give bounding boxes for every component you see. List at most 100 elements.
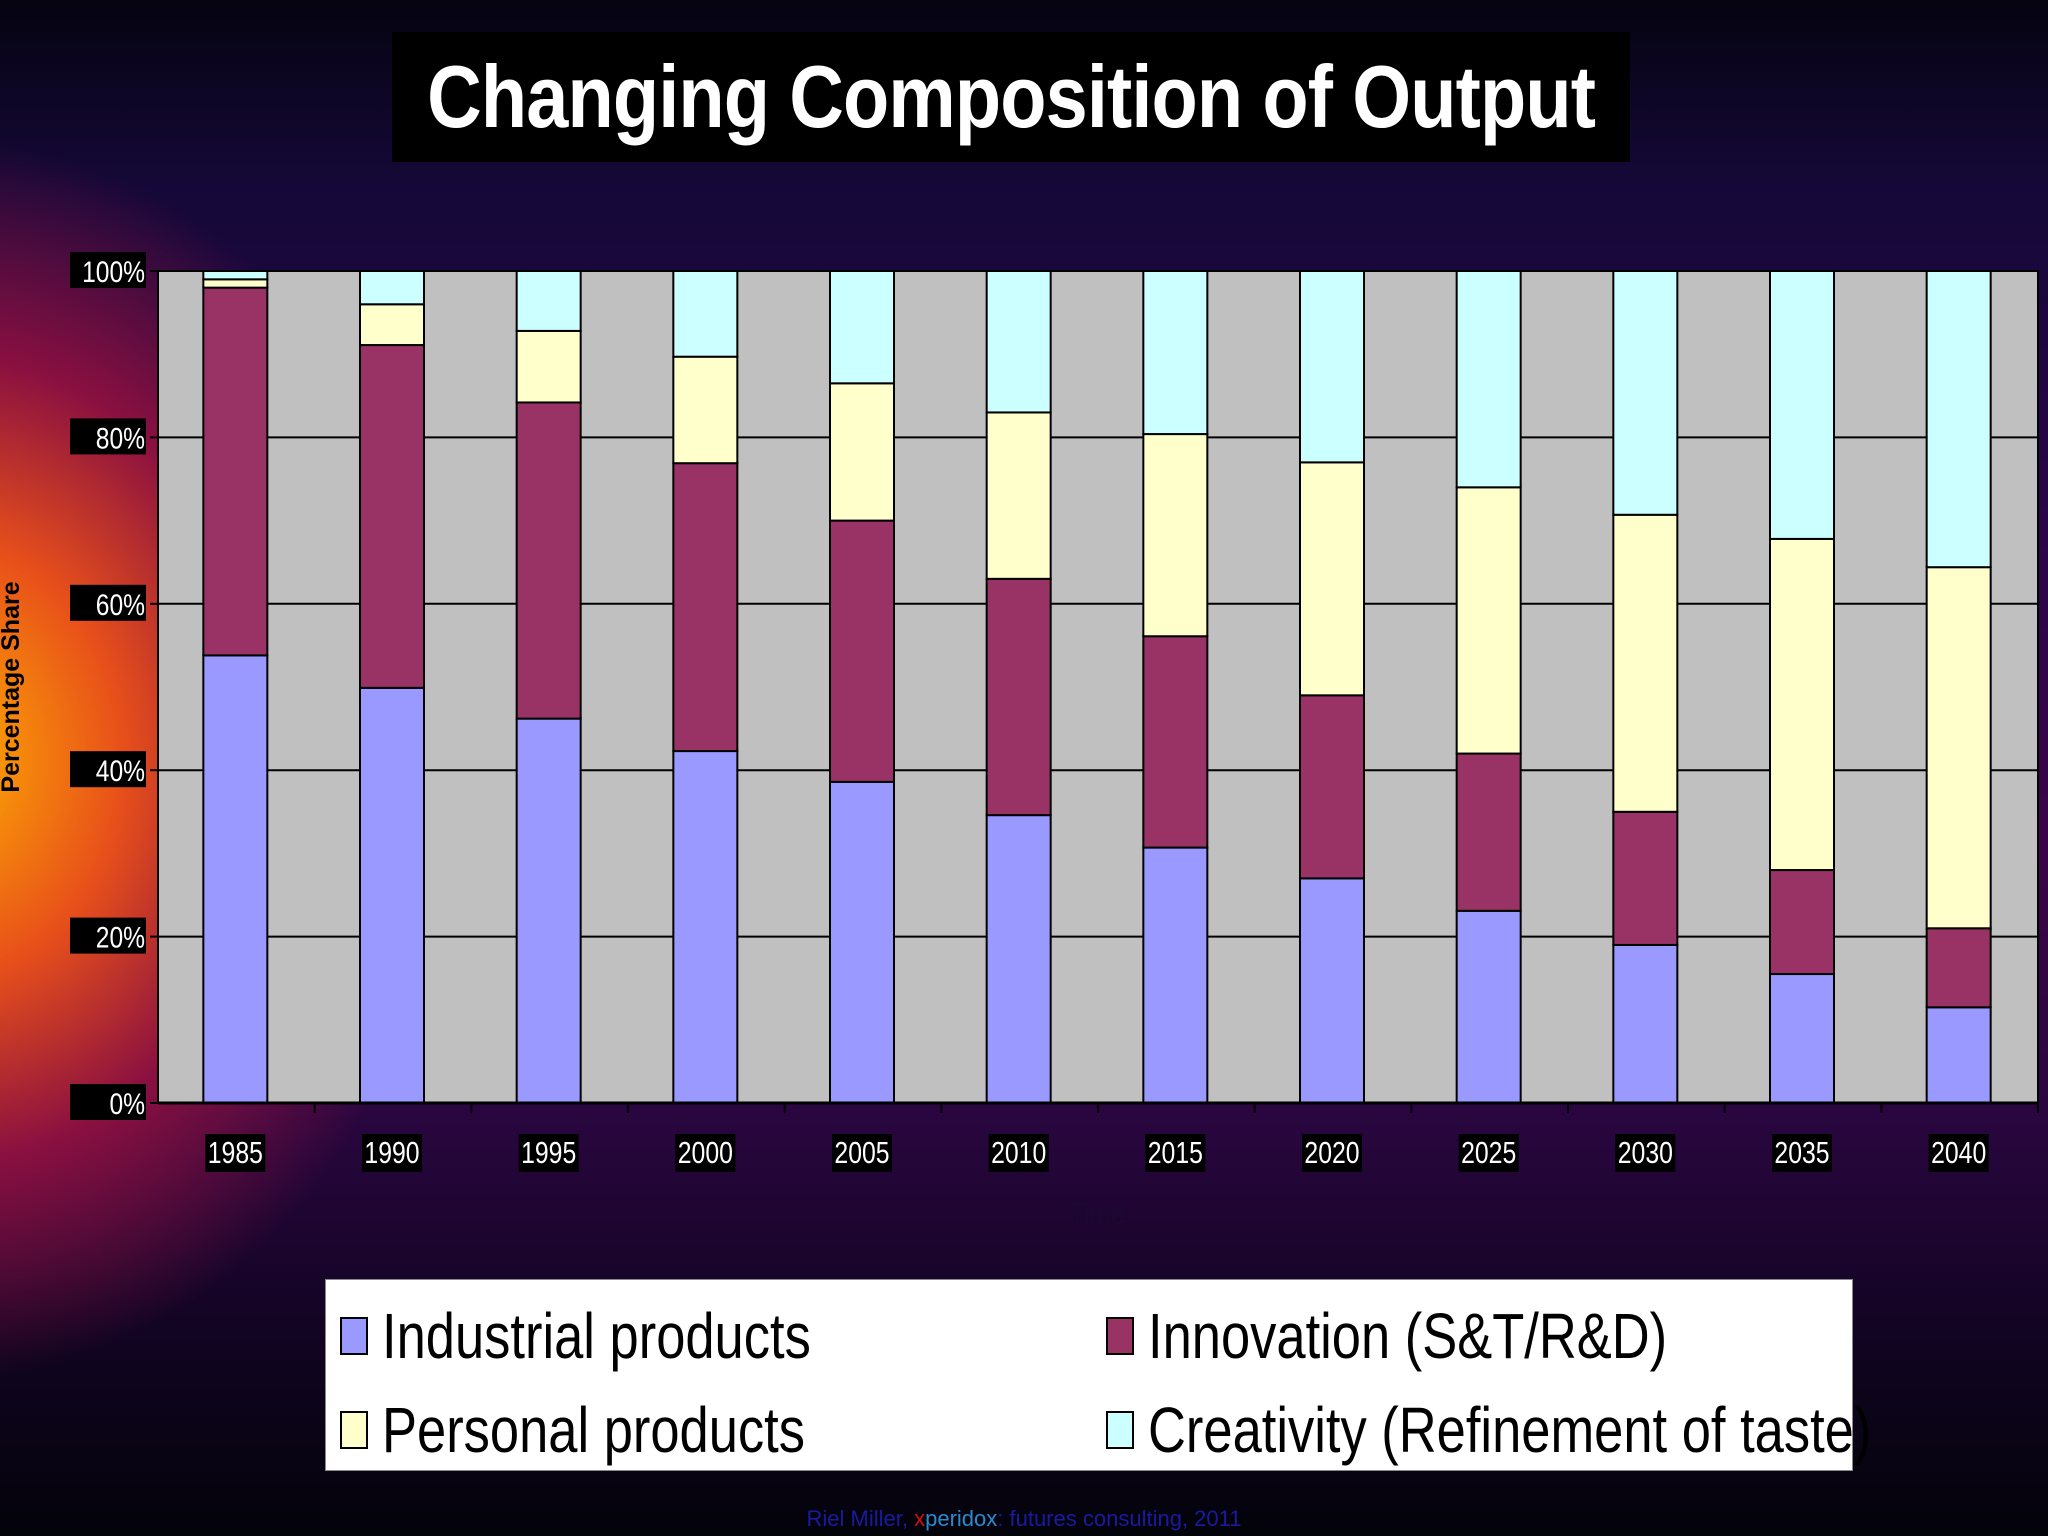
y-tick-bg-0 <box>70 1084 146 1120</box>
y-tick-label-4: 80% <box>96 421 145 455</box>
legend-label-innovation: Innovation (S&T/R&D) <box>1148 1300 1668 1372</box>
legend-swatch-creativity <box>1106 1411 1134 1449</box>
x-tick-2010: 2010 <box>988 1134 1049 1172</box>
bar-industrial-2005 <box>829 780 895 1105</box>
y-tick-bg-3 <box>70 584 146 621</box>
credit-author: Riel Miller, <box>806 1506 915 1531</box>
y-tick-label-2: 40% <box>96 754 145 788</box>
legend-item-innovation: Innovation (S&T/R&D) <box>1106 1304 1781 1368</box>
x-tick-label-2025: 2025 <box>1461 1135 1516 1169</box>
bar-industrial-2010 <box>985 814 1052 1104</box>
bar-creativity-2035 <box>1769 270 1835 540</box>
x-tick-bg-1985 <box>205 1134 266 1172</box>
bar-industrial-2020 <box>1299 877 1365 1104</box>
bar-creativity-2005 <box>829 270 895 385</box>
bar-personal-2030 <box>1612 513 1679 813</box>
bar-personal-1990 <box>359 303 425 347</box>
bar-personal-2025 <box>1455 486 1522 755</box>
bar-innovation-2025 <box>1455 752 1522 912</box>
x-tick-2020: 2020 <box>1302 1134 1362 1172</box>
bar-group-2005 <box>829 270 895 1105</box>
bar-creativity-2025 <box>1455 270 1522 489</box>
bar-industrial-2015 <box>1142 846 1209 1104</box>
bar-innovation-2000 <box>672 462 739 753</box>
bar-creativity-2015 <box>1142 270 1209 436</box>
x-tick-2040: 2040 <box>1928 1134 1989 1172</box>
x-tick-label-1985: 1985 <box>208 1135 263 1169</box>
x-tick-bg-2020 <box>1302 1134 1362 1172</box>
plot-area <box>158 271 2038 1103</box>
x-tick-label-1995: 1995 <box>521 1135 576 1169</box>
bar-industrial-2025 <box>1455 909 1522 1104</box>
legend-swatch-industrial <box>340 1317 368 1355</box>
x-tick-2035: 2035 <box>1772 1134 1832 1172</box>
bar-industrial-2030 <box>1612 943 1679 1104</box>
bar-personal-1995 <box>515 329 582 404</box>
bar-personal-2000 <box>672 355 739 465</box>
bar-creativity-1995 <box>515 270 582 332</box>
x-tick-1995: 1995 <box>518 1134 579 1172</box>
legend-label-creativity: Creativity (Refinement of taste) <box>1148 1394 1872 1466</box>
x-tick-label-2010: 2010 <box>991 1135 1046 1169</box>
bar-industrial-1985 <box>202 654 269 1104</box>
y-tick-bg-4 <box>70 418 146 455</box>
bar-innovation-2010 <box>985 577 1052 817</box>
x-tick-2015: 2015 <box>1145 1134 1206 1172</box>
credit-brand-rest: peridox <box>925 1506 998 1531</box>
legend-item-industrial: Industrial products <box>340 1304 905 1368</box>
x-tick-labels: 1985 1990 1995 2000 2005 2010 2015 2020 2025 2030… <box>205 1134 1989 1172</box>
bar-creativity-1990 <box>359 270 425 306</box>
bar-group-1990 <box>359 270 425 1104</box>
y-tick-bg-2 <box>70 751 146 788</box>
bar-industrial-1990 <box>359 686 425 1104</box>
y-tick-bg-5 <box>70 252 146 288</box>
y-tick-1: 20% <box>70 917 146 954</box>
legend-item-creativity: Creativity (Refinement of taste) <box>1106 1398 2030 1462</box>
y-tick-label-5: 100% <box>82 255 145 289</box>
x-tick-bg-2005 <box>832 1134 892 1172</box>
x-tick-bg-2030 <box>1615 1134 1676 1172</box>
bar-group-1985 <box>202 270 269 1104</box>
bar-personal-2005 <box>829 382 895 522</box>
x-tick-1990: 1990 <box>362 1134 422 1172</box>
legend-swatch-innovation <box>1106 1317 1134 1355</box>
title-box: Changing Composition of Output <box>392 32 1630 162</box>
bar-industrial-2035 <box>1769 973 1835 1104</box>
bar-personal-2020 <box>1299 461 1365 697</box>
x-tick-bg-2035 <box>1772 1134 1832 1172</box>
credit-line: Riel Miller, xperidox: futures consultin… <box>0 1506 2048 1532</box>
bar-personal-2035 <box>1769 537 1835 872</box>
x-tick-label-2000: 2000 <box>678 1135 733 1169</box>
chart-title: Changing Composition of Output <box>426 47 1596 146</box>
bar-group-2025 <box>1455 270 1522 1104</box>
y-tick-0: 0% <box>70 1084 146 1121</box>
bar-group-2015 <box>1142 270 1209 1104</box>
x-axis-label: Time <box>1069 1197 1125 1230</box>
bar-industrial-2000 <box>672 750 739 1105</box>
bars <box>202 270 1992 1105</box>
x-tick-label-2005: 2005 <box>834 1135 889 1169</box>
x-tick-label-2030: 2030 <box>1618 1135 1673 1169</box>
bar-industrial-1995 <box>515 717 582 1105</box>
bar-innovation-2035 <box>1769 869 1835 976</box>
bar-group-2000 <box>672 270 739 1105</box>
bar-personal-2040 <box>1925 566 1992 930</box>
x-tick-bg-2015 <box>1145 1134 1206 1172</box>
bar-innovation-2005 <box>829 519 895 783</box>
bar-innovation-2015 <box>1142 635 1209 849</box>
y-axis-label: Percentage Share <box>0 581 25 792</box>
bar-innovation-1995 <box>515 401 582 720</box>
bar-innovation-2020 <box>1299 694 1365 880</box>
bar-innovation-2040 <box>1925 927 1992 1009</box>
legend-label-personal: Personal products <box>382 1394 805 1466</box>
y-tick-label-3: 60% <box>96 587 145 621</box>
y-tick-3: 60% <box>70 584 146 621</box>
x-tick-2000: 2000 <box>675 1134 736 1172</box>
x-tick-2005: 2005 <box>832 1134 892 1172</box>
x-tick-bg-2010 <box>988 1134 1049 1172</box>
x-tick-2025: 2025 <box>1458 1134 1519 1172</box>
bar-industrial-2040 <box>1925 1006 1992 1105</box>
bar-innovation-1985 <box>202 286 269 657</box>
x-tick-label-2040: 2040 <box>1931 1135 1986 1169</box>
